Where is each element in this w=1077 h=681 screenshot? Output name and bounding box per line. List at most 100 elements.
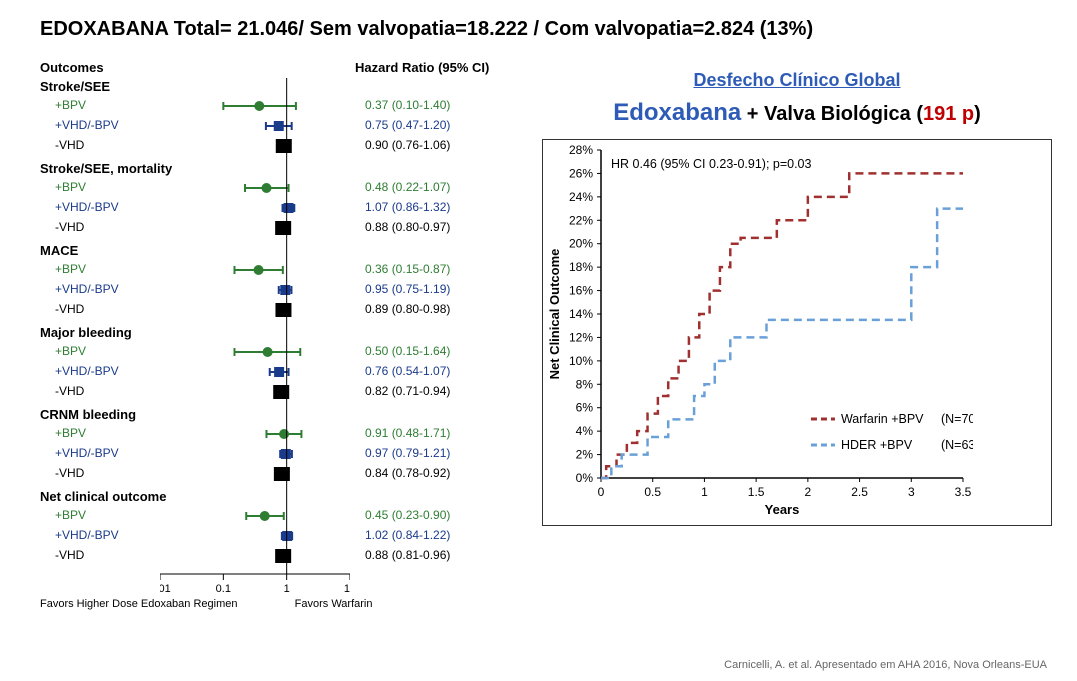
forest-row-plot [160, 382, 350, 402]
page-title: EDOXABANA Total= 21.046/ Sem valvopatia=… [40, 18, 813, 41]
km-title-close: ) [974, 103, 981, 125]
forest-axis-label-right: Favors Warfarin [295, 598, 373, 610]
forest-row-label: -VHD [55, 466, 84, 480]
svg-text:(N=63): (N=63) [941, 438, 973, 452]
outcome-group: Stroke/SEE +BPV 0.37 (0.10-1.40) +VHD/-BPV0… [30, 78, 530, 156]
outcome-title: MACE [30, 242, 530, 260]
forest-row-label: +VHD/-BPV [55, 118, 119, 132]
forest-row-label: +BPV [55, 98, 86, 112]
svg-text:1.5: 1.5 [748, 485, 765, 499]
forest-row-plot [160, 362, 350, 382]
forest-row-plot [160, 116, 350, 136]
forest-row-label: -VHD [55, 220, 84, 234]
svg-text:26%: 26% [569, 166, 593, 180]
forest-row: +VHD/-BPV 1.02 (0.84-1.22) [30, 526, 530, 546]
outcome-group: Net clinical outcome +BPV 0.45 (0.23-0.90)… [30, 488, 530, 566]
forest-row-plot [160, 96, 350, 116]
svg-text:1: 1 [701, 485, 708, 499]
svg-text:Warfarin +BPV: Warfarin +BPV [841, 412, 924, 426]
svg-text:3.5: 3.5 [955, 485, 972, 499]
forest-row-label: +BPV [55, 426, 86, 440]
forest-row-hr: 0.82 (0.71-0.94) [365, 384, 450, 398]
svg-text:18%: 18% [569, 260, 593, 274]
forest-row-label: +VHD/-BPV [55, 528, 119, 542]
forest-row-label: +VHD/-BPV [55, 200, 119, 214]
forest-row: -VHD 0.84 (0.78-0.92) [30, 464, 530, 484]
forest-row: +VHD/-BPV0.95 (0.75-1.19) [30, 280, 530, 300]
svg-text:24%: 24% [569, 190, 593, 204]
forest-row-label: +BPV [55, 262, 86, 276]
svg-text:HDER +BPV: HDER +BPV [841, 438, 913, 452]
outcome-title: Net clinical outcome [30, 488, 530, 506]
forest-row-plot [160, 280, 350, 300]
forest-row: -VHD 0.88 (0.80-0.97) [30, 218, 530, 238]
svg-text:Net Clinical Outcome: Net Clinical Outcome [547, 249, 562, 380]
forest-row-label: +BPV [55, 344, 86, 358]
svg-text:2%: 2% [576, 448, 594, 462]
svg-text:HR 0.46 (95% CI 0.23-0.91); p=: HR 0.46 (95% CI 0.23-0.91); p=0.03 [611, 157, 812, 171]
forest-row: -VHD 0.82 (0.71-0.94) [30, 382, 530, 402]
forest-row-hr: 0.88 (0.80-0.97) [365, 220, 450, 234]
forest-row-label: +VHD/-BPV [55, 282, 119, 296]
svg-text:0%: 0% [576, 471, 594, 485]
forest-row: +BPV0.36 (0.15-0.87) [30, 260, 530, 280]
outcome-group: Major bleeding +BPV 0.50 (0.15-1.64) +VHD/-… [30, 324, 530, 402]
forest-plot: Outcomes Hazard Ratio (95% CI) Stroke/SE… [30, 60, 530, 620]
outcome-title: CRNM bleeding [30, 406, 530, 424]
forest-row-hr: 0.84 (0.78-0.92) [365, 466, 450, 480]
forest-row-label: -VHD [55, 138, 84, 152]
forest-row: -VHD0.90 (0.76-1.06) [30, 136, 530, 156]
forest-header-outcomes: Outcomes [40, 60, 104, 75]
forest-row-plot [160, 300, 350, 320]
svg-text:2: 2 [805, 485, 812, 499]
km-title-rest: + Valva Biológica ( [741, 103, 923, 125]
citation: Carnicelli, A. et al. Apresentado em AHA… [724, 659, 1047, 671]
forest-row-plot [160, 218, 350, 238]
svg-text:14%: 14% [569, 307, 593, 321]
forest-row-label: -VHD [55, 384, 84, 398]
km-panel: Desfecho Clínico Global Edoxabana + Valv… [542, 70, 1052, 630]
forest-row: -VHD0.89 (0.80-0.98) [30, 300, 530, 320]
svg-text:4%: 4% [576, 424, 594, 438]
forest-row-plot [160, 444, 350, 464]
outcome-group: CRNM bleeding+BPV0.91 (0.48-1.71)+VHD/-B… [30, 406, 530, 484]
forest-row-hr: 0.88 (0.81-0.96) [365, 548, 450, 562]
forest-row: +VHD/-BPV0.97 (0.79-1.21) [30, 444, 530, 464]
forest-row: +BPV 0.45 (0.23-0.90) [30, 506, 530, 526]
forest-row-label: -VHD [55, 548, 84, 562]
svg-text:6%: 6% [576, 401, 594, 415]
forest-row-hr: 0.37 (0.10-1.40) [365, 98, 450, 112]
svg-text:22%: 22% [569, 213, 593, 227]
forest-row: +VHD/-BPV0.75 (0.47-1.20) [30, 116, 530, 136]
svg-text:0.1: 0.1 [216, 583, 231, 595]
forest-row-plot [160, 198, 350, 218]
forest-row-plot [160, 424, 350, 444]
forest-row-hr: 0.76 (0.54-1.07) [365, 364, 450, 378]
outcome-title: Stroke/SEE [30, 78, 530, 96]
forest-row: +VHD/-BPV0.76 (0.54-1.07) [30, 362, 530, 382]
forest-row-hr: 1.02 (0.84-1.22) [365, 528, 450, 542]
forest-row-plot [160, 506, 350, 526]
svg-text:10%: 10% [569, 354, 593, 368]
forest-row-plot [160, 178, 350, 198]
forest-row-label: +VHD/-BPV [55, 446, 119, 460]
forest-row-hr: 1.07 (0.86-1.32) [365, 200, 450, 214]
svg-text:0.5: 0.5 [644, 485, 661, 499]
forest-row-plot [160, 342, 350, 362]
svg-text:12%: 12% [569, 330, 593, 344]
forest-header-hr: Hazard Ratio (95% CI) [355, 60, 489, 75]
forest-row: +BPV 0.37 (0.10-1.40) [30, 96, 530, 116]
forest-row: +BPV0.48 (0.22-1.07) [30, 178, 530, 198]
svg-text:0.01: 0.01 [160, 583, 171, 595]
forest-row-hr: 0.45 (0.23-0.90) [365, 508, 450, 522]
forest-row-label: +BPV [55, 508, 86, 522]
svg-text:(N=70): (N=70) [941, 412, 973, 426]
forest-row-label: +BPV [55, 180, 86, 194]
forest-row-hr: 0.50 (0.15-1.64) [365, 344, 450, 358]
outcome-title: Major bleeding [30, 324, 530, 342]
svg-text:20%: 20% [569, 237, 593, 251]
outcome-title: Stroke/SEE, mortality [30, 160, 530, 178]
svg-text:10: 10 [344, 583, 350, 595]
km-chart-box: 0%2%4%6%8%10%12%14%16%18%20%22%24%26%28%… [542, 139, 1052, 526]
outcome-group: MACE+BPV0.36 (0.15-0.87)+VHD/-BPV0.95 (0… [30, 242, 530, 320]
